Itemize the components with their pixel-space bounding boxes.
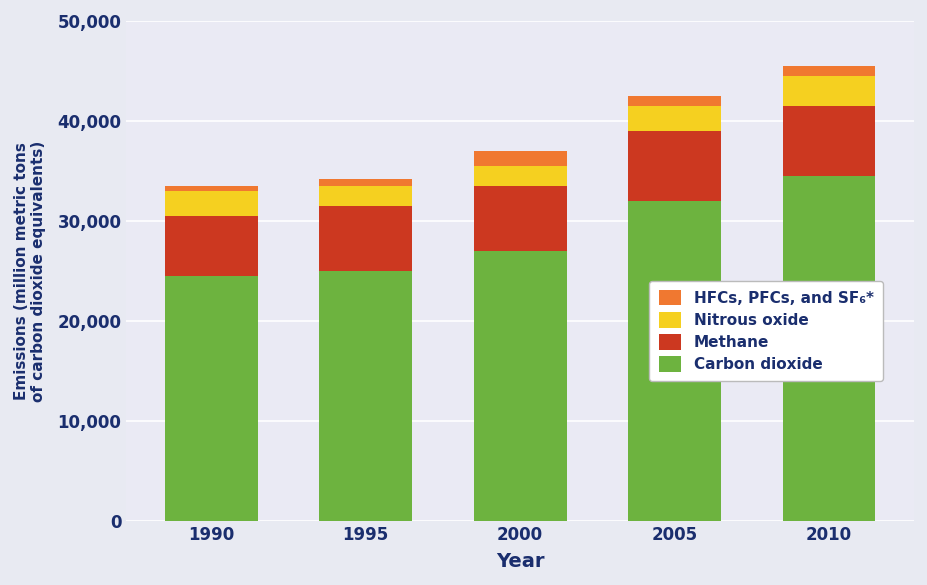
- Bar: [474, 166, 565, 186]
- Bar: [165, 191, 258, 216]
- Bar: [474, 251, 565, 521]
- Bar: [474, 186, 565, 251]
- Bar: [319, 179, 412, 186]
- Bar: [628, 131, 720, 201]
- Bar: [319, 271, 412, 521]
- Bar: [782, 106, 874, 176]
- Bar: [474, 151, 565, 166]
- Bar: [319, 206, 412, 271]
- Bar: [782, 176, 874, 521]
- Legend: HFCs, PFCs, and SF₆*, Nitrous oxide, Methane, Carbon dioxide: HFCs, PFCs, and SF₆*, Nitrous oxide, Met…: [649, 281, 882, 381]
- Bar: [628, 106, 720, 131]
- Bar: [782, 76, 874, 106]
- X-axis label: Year: Year: [495, 552, 544, 571]
- Bar: [782, 66, 874, 76]
- Y-axis label: Emissions (million metric tons
of carbon dioxide equivalents): Emissions (million metric tons of carbon…: [14, 140, 46, 401]
- Bar: [165, 276, 258, 521]
- Bar: [628, 201, 720, 521]
- Bar: [165, 216, 258, 276]
- Bar: [165, 186, 258, 191]
- Bar: [628, 96, 720, 106]
- Bar: [319, 186, 412, 206]
